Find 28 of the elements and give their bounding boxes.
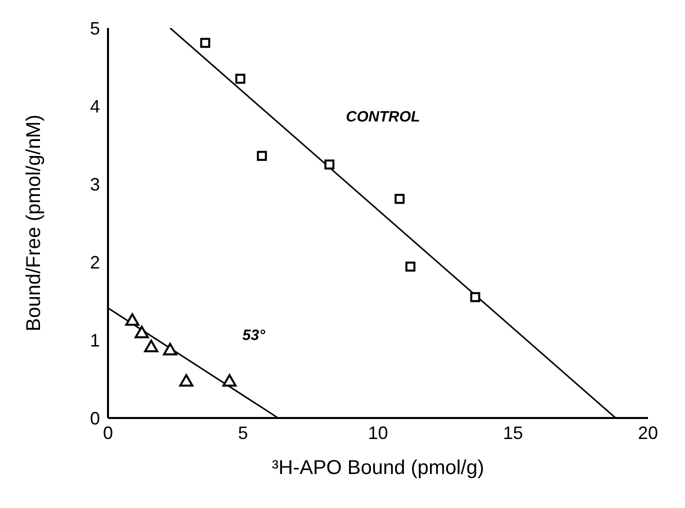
y-tick-label: 2 <box>90 252 100 272</box>
y-tick-label: 3 <box>90 174 100 194</box>
point <box>405 262 416 272</box>
annotation: CONTROL <box>346 108 420 126</box>
point <box>235 74 246 84</box>
y-axis-title: Bound/Free (pmol/g/nM) <box>23 114 46 332</box>
point <box>394 194 405 204</box>
y-tick-label: 1 <box>90 330 100 350</box>
y-tick-label: 4 <box>90 96 100 116</box>
point <box>134 326 149 338</box>
point <box>179 374 194 387</box>
x-tick-label: 5 <box>238 422 248 443</box>
point <box>256 150 267 161</box>
point <box>144 340 158 352</box>
annotation: 53° <box>242 327 266 344</box>
point <box>125 313 140 326</box>
x-tick-label: 0 <box>102 422 114 443</box>
point <box>470 292 480 302</box>
point <box>222 374 237 387</box>
point <box>200 38 210 48</box>
x-tick-label: 10 <box>368 422 388 443</box>
x-tick-label: 15 <box>502 422 524 443</box>
x-tick-label: 20 <box>638 422 658 443</box>
y-tick-label: 0 <box>90 408 100 428</box>
y-tick-label: 5 <box>90 18 100 38</box>
point <box>163 342 178 356</box>
x-axis-title: ³H-APO Bound (pmol/g) <box>272 457 484 479</box>
point <box>324 160 334 170</box>
